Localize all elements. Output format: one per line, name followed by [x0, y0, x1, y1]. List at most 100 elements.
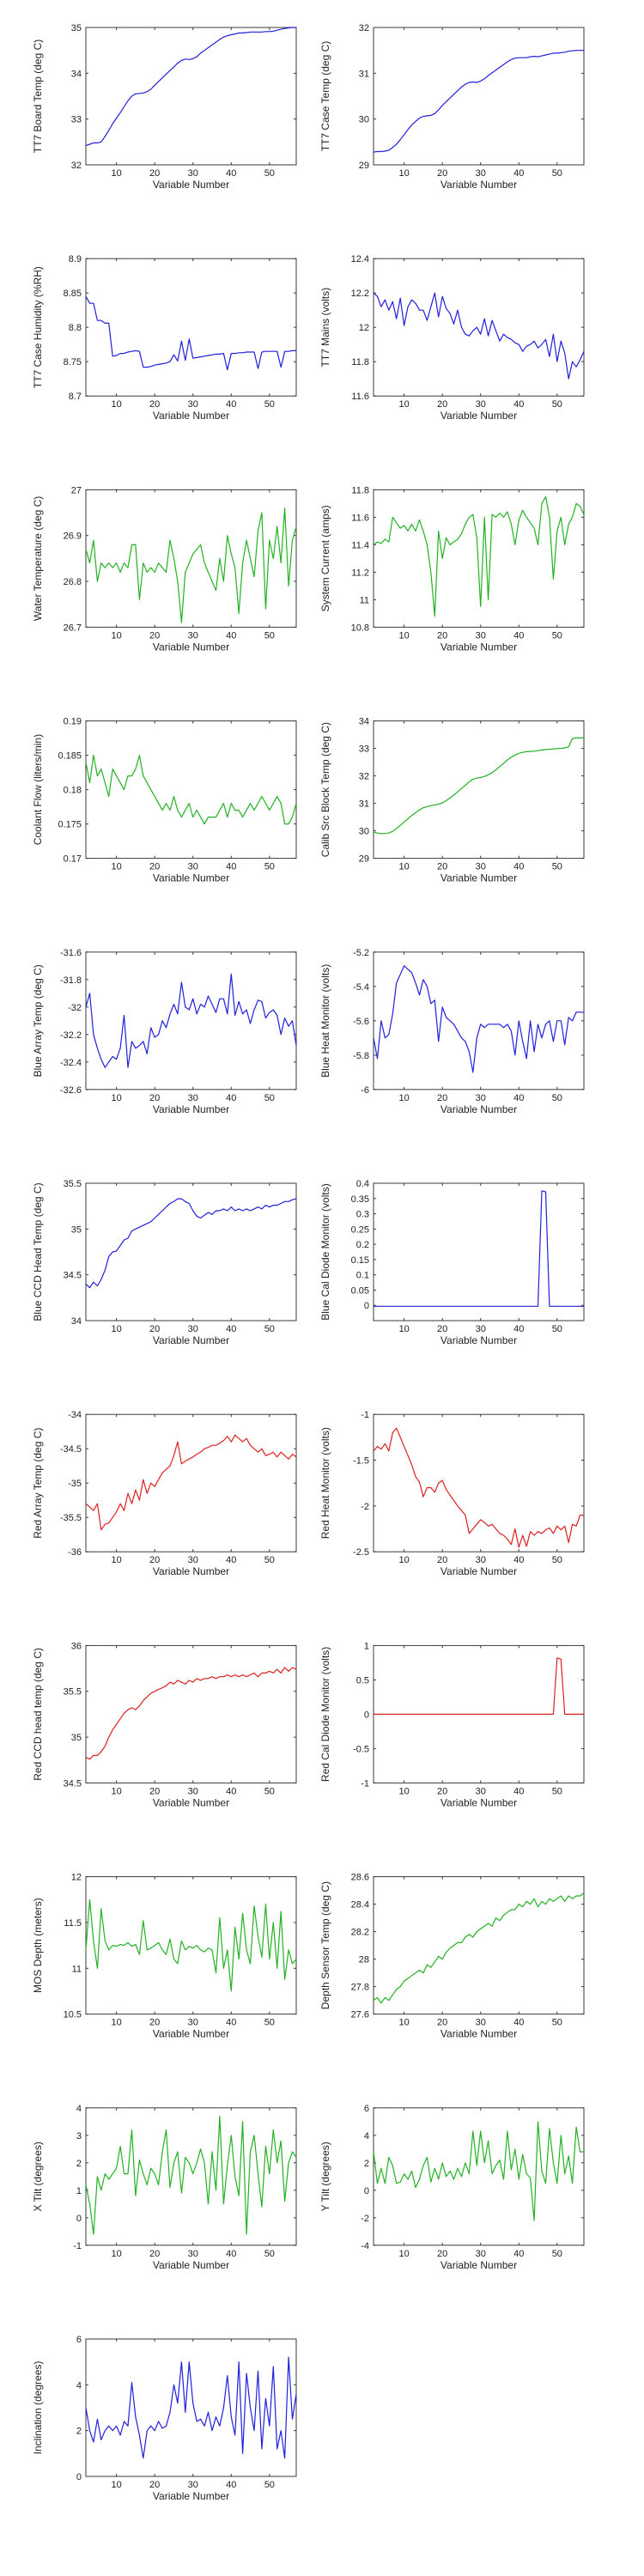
- y-tick-label: 0.175: [58, 820, 82, 830]
- plot-frame: [85, 27, 297, 166]
- x-tick-label: 20: [149, 1324, 160, 1334]
- panel-14: 10 20 30 40 50 -2.5 -2 -1.5 -1 Variable Number Red…: [319, 1410, 585, 1577]
- x-tick-label: 10: [399, 2249, 410, 2259]
- x-tick-label: 50: [264, 1555, 275, 1565]
- x-axis-label: Variable Number: [440, 872, 517, 884]
- series-line: [85, 1899, 297, 1992]
- x-tick-label: 10: [112, 2249, 122, 2259]
- y-tick-label: 1: [76, 2186, 82, 2196]
- y-tick-label: 8.9: [69, 254, 82, 264]
- x-tick-label: 10: [112, 2480, 122, 2490]
- y-tick-label: 0.2: [356, 1240, 369, 1250]
- y-tick-label: 11.8: [351, 485, 369, 495]
- x-tick-label: 20: [149, 630, 160, 641]
- y-axis-label: X Tilt (degrees): [32, 2142, 44, 2211]
- x-tick-label: 50: [552, 1786, 562, 1796]
- y-tick-label: 0.19: [64, 717, 82, 727]
- y-tick-label: 28: [359, 1955, 369, 1965]
- y-axis-label: Blue Heat Monitor (volts): [319, 964, 331, 1078]
- x-tick-label: 40: [513, 630, 524, 641]
- y-tick-label: -35.5: [60, 1513, 82, 1523]
- x-tick-label: 10: [399, 1555, 410, 1565]
- x-axis-label: Variable Number: [153, 641, 229, 653]
- y-tick-label: 11.5: [64, 1918, 82, 1929]
- y-axis-label: Red Cal Diode Monitor (volts): [319, 1647, 331, 1782]
- y-tick-label: 28.2: [351, 1928, 369, 1938]
- y-tick-label: 6: [76, 2335, 82, 2345]
- x-tick-label: 50: [552, 630, 562, 641]
- x-tick-label: 50: [552, 168, 562, 179]
- y-tick-label: 1: [364, 1641, 369, 1651]
- x-axis-label: Variable Number: [153, 2028, 229, 2040]
- x-axis-label: Variable Number: [153, 872, 229, 884]
- y-tick-label: 34: [71, 69, 82, 79]
- panel-3: 10 20 30 40 50 8.7 8.75 8.8 8.85 8.9 Variable Numb…: [32, 254, 297, 422]
- x-tick-label: 40: [513, 1093, 524, 1103]
- y-tick-label: 11.2: [351, 568, 369, 578]
- y-axis-label: Calib Src Block Temp (deg C): [319, 722, 331, 857]
- x-tick-label: 30: [476, 168, 486, 179]
- y-tick-label: -34.5: [60, 1444, 82, 1455]
- x-tick-label: 20: [149, 2018, 160, 2028]
- x-tick-label: 30: [188, 1093, 198, 1103]
- x-tick-label: 40: [226, 1093, 236, 1103]
- y-tick-label: -34: [68, 1410, 82, 1420]
- series-line: [85, 973, 297, 1068]
- x-axis-label: Variable Number: [153, 179, 229, 191]
- x-tick-label: 10: [112, 1324, 122, 1334]
- plot-frame: [85, 1644, 297, 1783]
- plot-frame: [373, 1413, 585, 1552]
- x-tick-label: 10: [112, 862, 122, 872]
- y-tick-label: 0.17: [64, 854, 82, 865]
- y-tick-label: 30: [359, 827, 369, 837]
- y-tick-label: 0.1: [356, 1271, 369, 1281]
- y-tick-label: 29: [359, 854, 369, 865]
- y-tick-label: 0: [364, 1710, 369, 1720]
- series-line: [85, 1434, 297, 1531]
- y-tick-label: 0.3: [356, 1210, 369, 1220]
- x-tick-label: 50: [552, 1555, 562, 1565]
- y-tick-label: 11: [360, 595, 369, 605]
- x-tick-label: 30: [476, 399, 486, 410]
- y-axis-label: TT7 Case Temp (deg C): [319, 41, 331, 152]
- y-tick-label: -0.5: [353, 1744, 369, 1754]
- x-tick-label: 30: [188, 399, 198, 410]
- x-tick-label: 30: [476, 1786, 486, 1796]
- y-tick-label: -36: [68, 1547, 82, 1558]
- y-tick-label: 10.5: [64, 2010, 82, 2020]
- y-tick-label: 8.8: [69, 323, 82, 333]
- x-tick-label: 40: [513, 168, 524, 179]
- plot-frame: [373, 27, 585, 166]
- y-axis-label: Blue CCD Head Temp (deg C): [32, 1182, 44, 1321]
- panel-1: 10 20 30 40 50 32 33 34 35 Variable Number TT7 Boa…: [32, 23, 297, 191]
- x-tick-label: 40: [513, 1786, 524, 1796]
- y-tick-label: 11: [72, 1964, 82, 1974]
- x-axis-label: Variable Number: [440, 1334, 517, 1346]
- y-tick-label: 34: [71, 1316, 82, 1327]
- x-axis-label: Variable Number: [440, 2259, 517, 2271]
- y-tick-label: -32.4: [60, 1058, 82, 1068]
- x-tick-label: 20: [149, 1093, 160, 1103]
- y-tick-label: 28.4: [351, 1900, 369, 1911]
- series-line: [374, 1657, 584, 1716]
- x-axis-label: Variable Number: [153, 1796, 229, 1808]
- y-axis-label: Depth Sensor Temp (deg C): [319, 1881, 331, 2009]
- x-tick-label: 50: [552, 1324, 562, 1334]
- x-tick-label: 20: [149, 2480, 160, 2490]
- x-tick-label: 50: [552, 2018, 562, 2028]
- panel-17: 10 20 30 40 50 10.5 11 11.5 12 Variable Number MOS…: [32, 1873, 297, 2040]
- y-tick-label: -2: [361, 1502, 369, 1512]
- plot-frame: [373, 1182, 585, 1321]
- x-tick-label: 30: [476, 1093, 486, 1103]
- y-tick-label: 6: [364, 2104, 369, 2114]
- x-tick-label: 20: [437, 1093, 447, 1103]
- y-tick-label: -32: [68, 1003, 82, 1013]
- x-tick-label: 40: [226, 168, 236, 179]
- x-tick-label: 20: [149, 862, 160, 872]
- y-tick-label: -2: [361, 2214, 369, 2224]
- x-tick-label: 20: [437, 1555, 447, 1565]
- y-tick-label: 0: [76, 2472, 82, 2482]
- y-tick-label: 28.6: [351, 1873, 369, 1883]
- y-tick-label: 0.5: [356, 1675, 369, 1686]
- x-tick-label: 50: [264, 399, 275, 410]
